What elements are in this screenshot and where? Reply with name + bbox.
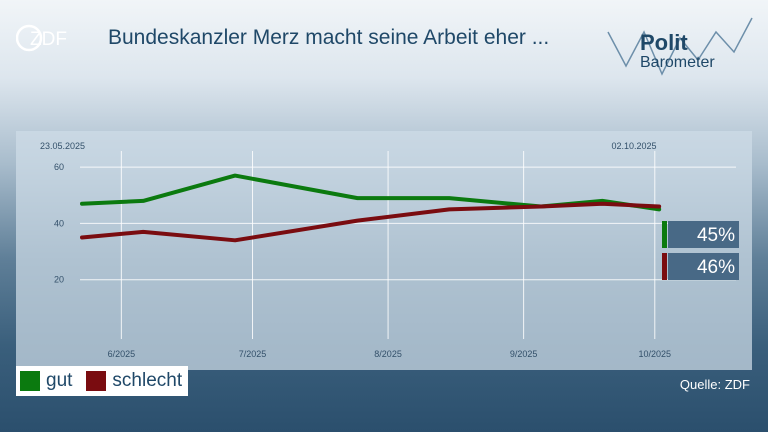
y-tick-label-20: 20	[54, 275, 64, 285]
politbarometer-logo-line2: Barometer	[640, 54, 715, 71]
zdf-logo-text: ZDF	[30, 29, 67, 50]
politbarometer-logo: Polit Barometer	[607, 17, 753, 76]
value-box-gut	[668, 221, 739, 248]
legend-label-gut: gut	[46, 370, 73, 391]
legend-label-schlecht: schlecht	[112, 370, 183, 391]
y-tick-label-60: 60	[54, 162, 64, 172]
line-chart: 20 40 60 6/2025 7/2025 8/2025 9/2025 10/2025 23.…	[40, 141, 739, 359]
series-line-schlecht	[80, 201, 662, 243]
legend-swatch-gut	[20, 371, 40, 391]
value-label-gut: 45%	[697, 225, 735, 246]
value-box-schlecht	[668, 253, 739, 280]
value-box-marker-schlecht	[662, 253, 667, 280]
legend-item-gut: gut	[20, 370, 72, 392]
end-date-label: 02.10.2025	[611, 141, 656, 151]
source-label: Quelle: ZDF	[679, 377, 750, 392]
start-date-label: 23.05.2025	[40, 141, 85, 151]
page-title: Bundeskanzler Merz macht seine Arbeit eh…	[108, 26, 550, 49]
x-tick-label-3: 9/2025	[510, 349, 538, 359]
x-tick-label-2: 8/2025	[374, 349, 402, 359]
legend-item-schlecht: schlecht	[86, 370, 182, 392]
chart-panel: 20 40 60 6/2025 7/2025 8/2025 9/2025 10/2025 23.…	[16, 131, 752, 370]
value-box-marker-gut	[662, 221, 667, 248]
zdf-logo: ZDF	[16, 24, 67, 52]
x-tick-label-1: 7/2025	[239, 349, 267, 359]
x-tick-label-4: 10/2025	[639, 349, 672, 359]
legend-swatch-schlecht	[86, 371, 107, 391]
y-tick-label-40: 40	[54, 218, 64, 228]
series-line-gut	[80, 173, 662, 212]
politbarometer-logo-line1: Polit	[640, 30, 688, 55]
legend: gut schlecht	[16, 366, 189, 396]
value-label-schlecht: 46%	[697, 257, 735, 278]
x-tick-label-0: 6/2025	[108, 349, 136, 359]
